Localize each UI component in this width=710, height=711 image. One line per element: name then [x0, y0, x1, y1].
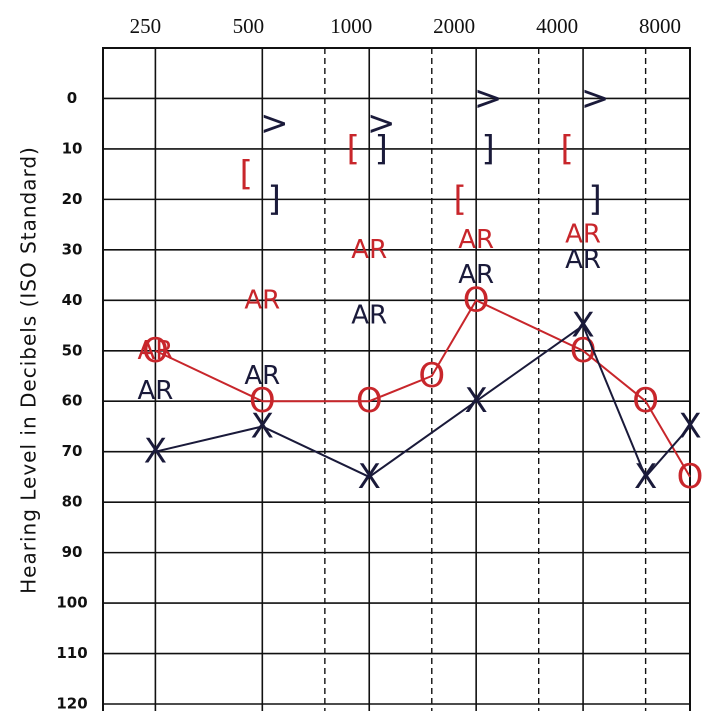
data-marker: AR	[351, 235, 387, 265]
y-tick-label: 60	[62, 392, 83, 410]
x-tick-label: 2000	[433, 14, 475, 38]
y-tick-label: 100	[56, 594, 87, 612]
data-marker: O	[142, 331, 169, 371]
y-tick-label: 110	[56, 644, 87, 662]
x-tick-label: 4000	[536, 14, 578, 38]
series-line	[154, 299, 691, 478]
y-tick-label: 120	[56, 695, 87, 711]
data-marker: AR	[244, 285, 280, 315]
series-line	[155, 323, 691, 479]
data-marker: ]	[375, 129, 388, 169]
data-marker: ]	[482, 129, 495, 169]
data-marker: >	[474, 78, 503, 118]
data-marker: [	[454, 179, 467, 219]
data-marker: AR	[351, 300, 387, 330]
y-tick-label: 0	[67, 89, 77, 107]
data-marker: >	[581, 78, 610, 118]
y-tick-label: 50	[62, 341, 83, 359]
data-marker: O	[677, 457, 704, 497]
data-marker: AR	[137, 376, 173, 406]
data-marker: X	[144, 432, 167, 472]
data-marker: ]	[268, 179, 281, 219]
data-marker: [	[560, 129, 573, 169]
data-marker: AR	[458, 225, 494, 255]
data-marker: O	[249, 381, 276, 421]
y-tick-label: 70	[62, 442, 83, 460]
data-marker: X	[678, 406, 701, 446]
data-marker: AR	[565, 245, 601, 275]
x-tick-label: 250	[130, 14, 162, 38]
data-marker: AR	[137, 336, 173, 366]
data-marker: AR	[565, 220, 601, 250]
y-axis-title: Hearing Level in Decibels (ISO Standard)	[17, 146, 41, 594]
data-marker: X	[251, 406, 274, 446]
data-marker: X	[571, 306, 594, 346]
y-tick-label: 10	[62, 139, 83, 157]
x-tick-label: 1000	[330, 14, 372, 38]
data-marker: O	[463, 280, 490, 320]
data-marker: O	[632, 381, 659, 421]
data-marker: O	[356, 381, 383, 421]
data-marker: [	[347, 129, 360, 169]
data-marker: X	[634, 457, 657, 497]
data-marker: X	[358, 457, 381, 497]
y-tick-label: 80	[62, 493, 83, 511]
data-marker: X	[465, 381, 488, 421]
y-tick-label: 20	[62, 190, 83, 208]
y-tick-label: 40	[62, 291, 83, 309]
data-marker: >	[367, 104, 396, 144]
data-marker: AR	[244, 361, 280, 391]
data-marker: AR	[458, 260, 494, 290]
y-tick-label: 90	[62, 543, 83, 561]
data-marker: [	[240, 154, 253, 194]
x-tick-label: 500	[233, 14, 265, 38]
y-tick-label: 30	[62, 240, 83, 258]
x-tick-label: 8000	[639, 14, 681, 38]
data-marker: O	[418, 356, 445, 396]
data-marker: ]	[588, 179, 601, 219]
data-marker: O	[570, 331, 597, 371]
data-marker: >	[260, 104, 289, 144]
